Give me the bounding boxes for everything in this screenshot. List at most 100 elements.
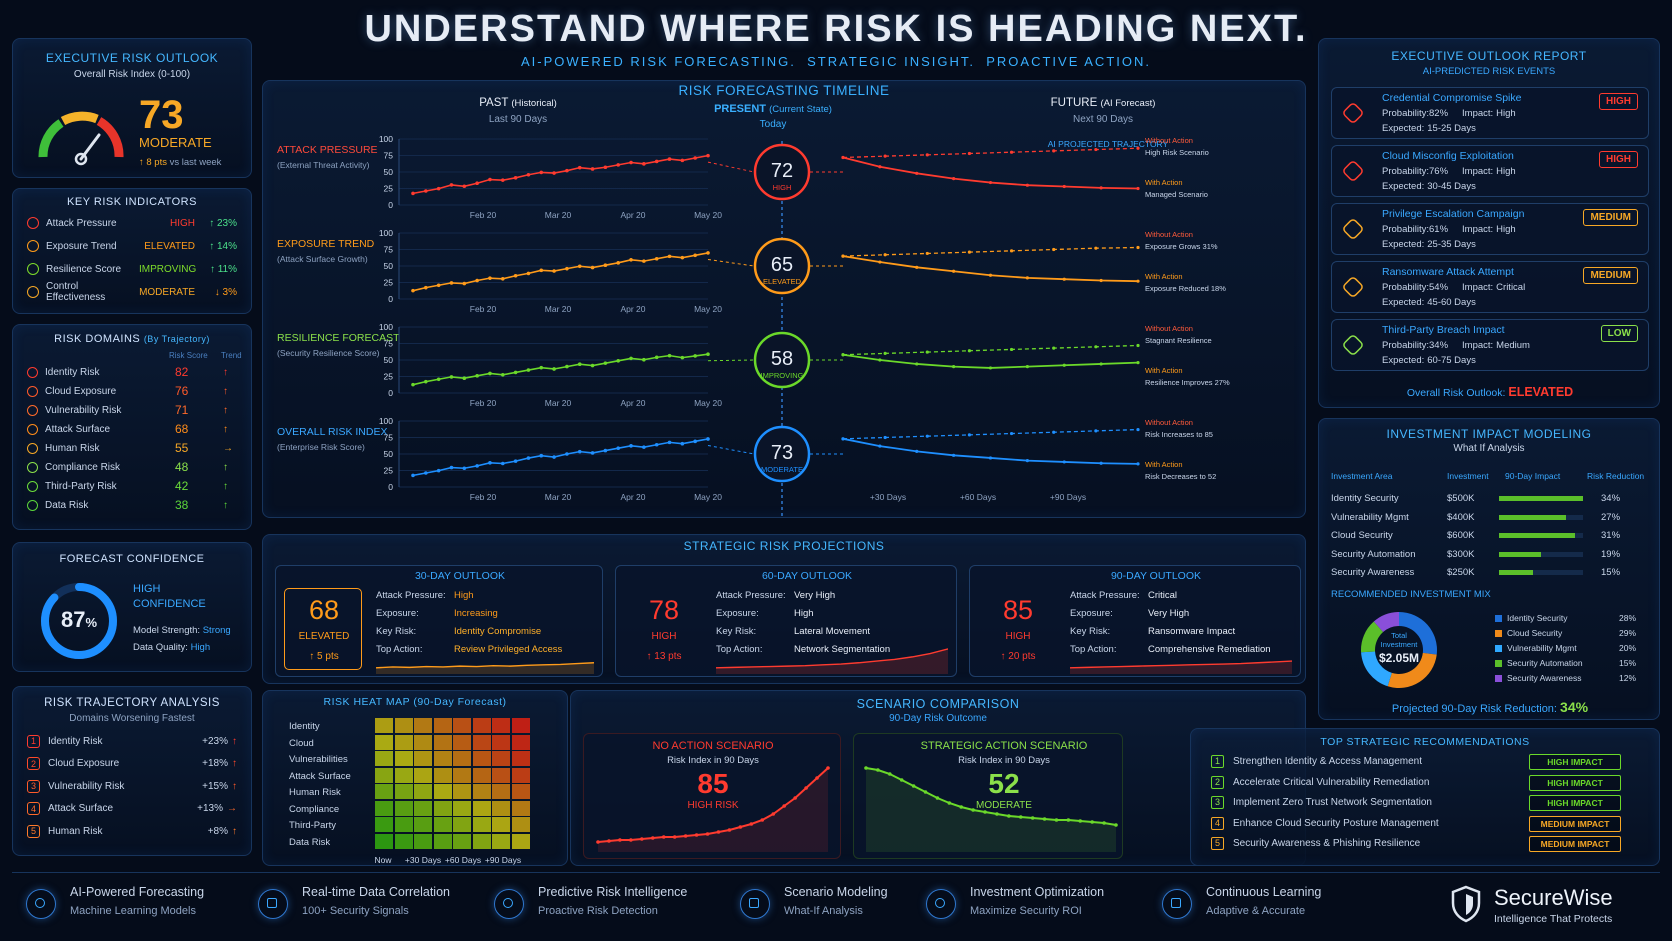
without-action-label: Without Action [1145, 324, 1193, 333]
scenario-point [1042, 817, 1047, 821]
heatmap-row-label: Data Risk [289, 836, 331, 848]
heatmap-cell [375, 800, 393, 816]
history-point [603, 361, 608, 365]
present-value-ring [753, 237, 811, 295]
kri-row: Resilience Score IMPROVING ↑ 11% [27, 259, 237, 279]
scenario-point [694, 833, 699, 837]
with-action-point [915, 171, 919, 175]
scenario-comparison-panel: SCENARIO COMPARISON 90-Day Risk Outcome … [570, 690, 1306, 866]
investment-area: Security Automation [1331, 548, 1416, 560]
without-action-point [1094, 147, 1098, 152]
confidence-title: FORECAST CONFIDENCE [59, 553, 205, 565]
history-point [475, 464, 479, 468]
risk-event-probability: Probability:54% Impact: Critical [1382, 282, 1525, 293]
heatmap-cell [414, 751, 432, 766]
timeline-charts: ATTACK PRESSURE (External Threat Activity… [277, 134, 1230, 519]
scenario-point [911, 784, 916, 788]
without-action-point [1052, 247, 1056, 252]
expected-label: Expected: [1382, 123, 1425, 134]
impact-label: Impact: [1462, 282, 1494, 293]
recommendation-label[interactable]: Implement Zero Trust Network Segmentatio… [1233, 797, 1432, 808]
history-point [436, 377, 441, 382]
risk-event-probability: Probability:76% Impact: High [1382, 166, 1516, 177]
risk-event-card[interactable]: Privilege Escalation Campaign Probability… [1331, 203, 1649, 255]
heatmap-cell [453, 784, 471, 799]
y-tick-label: 75 [384, 433, 394, 443]
overall-risk-level: MODERATE [139, 135, 212, 150]
trajectory-label: Identity Risk [48, 735, 103, 747]
history-point [488, 371, 492, 376]
kri-status: ELEVATED [144, 240, 195, 252]
history-point [411, 191, 415, 196]
impact-bar-fill [1499, 533, 1575, 538]
timeline-row-name: RESILIENCE FORECAST [277, 332, 400, 344]
donut-slice [1361, 621, 1384, 653]
with-action-point [878, 444, 882, 448]
probability-value: 76% [1429, 166, 1449, 177]
scenario-subtitle: 90-Day Risk Outcome [889, 713, 987, 724]
history-point [590, 363, 595, 368]
scenario-line [597, 767, 829, 843]
domain-label: Compliance Risk [45, 461, 121, 473]
risk-event-probability: Probability:61% Impact: High [1382, 224, 1516, 235]
heatmap-cell [375, 817, 393, 832]
projection-delta: ↑ 5 pts [309, 651, 339, 662]
recommendation-label[interactable]: Strengthen Identity & Access Management [1233, 756, 1422, 767]
overall-outlook: Overall Risk Outlook: ELEVATED [1319, 385, 1661, 399]
history-point [693, 439, 697, 444]
impact-badge: HIGH IMPACT [1529, 795, 1621, 811]
heatmap-cell [472, 767, 491, 783]
timeline-row-name: ATTACK PRESSURE [277, 144, 378, 156]
connector-line [707, 444, 755, 455]
scenario-title: SCENARIO COMPARISON [856, 697, 1020, 711]
projection-card: 30-DAY OUTLOOK 68 ELEVATED ↑ 5 pts Attack Pr… [275, 565, 603, 677]
risk-event-badge: LOW [1600, 325, 1638, 342]
risk-event-card[interactable]: Credential Compromise Spike Probability:8… [1331, 87, 1649, 139]
future-label: FUTURE [1050, 97, 1098, 109]
legend-label: Vulnerability Mgmt [1507, 643, 1577, 653]
probability-value: 82% [1429, 108, 1449, 119]
present-level: IMPROVING [761, 371, 804, 380]
brand-tagline: Intelligence That Protects [1494, 913, 1613, 925]
heatmap-cell [492, 817, 510, 832]
with-action-point [841, 155, 845, 160]
history-point [577, 165, 582, 170]
kri-change: ↑ 14% [209, 240, 237, 252]
x-tick-label: Feb 20 [470, 210, 497, 220]
heatmap-cell [433, 767, 452, 783]
kri-label: Resilience Score [46, 263, 122, 275]
scenario-point [1078, 819, 1083, 823]
recommendation-label[interactable]: Security Awareness & Phishing Resilience [1233, 838, 1421, 849]
heatmap-cell [511, 817, 530, 832]
no-action-level: HIGH RISK [687, 800, 739, 811]
recommendation-label[interactable]: Accelerate Critical Vulnerability Remedi… [1233, 776, 1430, 788]
risk-event-badge: HIGH [1599, 151, 1638, 168]
risk-event-card[interactable]: Cloud Misconfig Exploitation Probability:… [1331, 145, 1649, 197]
kri-change: ↑ 11% [209, 263, 237, 275]
kri-label: Control Effectiveness [46, 281, 106, 303]
without-action-sub: High Risk Scenario [1145, 148, 1209, 157]
trajectory-arrow-icon: → [227, 803, 237, 814]
history-point [488, 461, 492, 465]
executive-risk-outlook-panel: EXECUTIVE RISK OUTLOOK Overall Risk Inde… [12, 38, 252, 178]
action-title: STRATEGIC ACTION SCENARIO [920, 740, 1088, 752]
risk-event-card[interactable]: Third-Party Breach Impact Probability:34%… [1331, 319, 1649, 371]
history-point [616, 446, 621, 450]
history-point [577, 449, 582, 454]
without-action-point [967, 250, 972, 254]
recommendation-label[interactable]: Enhance Cloud Security Posture Managemen… [1233, 817, 1439, 829]
with-action-point [1136, 462, 1140, 466]
heatmap-cell [414, 784, 432, 799]
investment-amount: $250K [1447, 567, 1475, 578]
history-point [680, 355, 685, 360]
legend-swatch [1495, 675, 1502, 682]
domain-trend-icon: ↑ [223, 480, 228, 492]
with-action-sub: Managed Scenario [1145, 190, 1208, 199]
risk-event-card[interactable]: Ransomware Attack Attempt Probability:54%… [1331, 261, 1649, 313]
scenario-point [629, 838, 633, 842]
heatmap-row-label: Cloud [289, 737, 314, 749]
investment-col-header: Investment [1447, 471, 1489, 481]
with-action-point [952, 365, 956, 369]
history-point [603, 448, 608, 453]
risk-event-icon [1341, 101, 1365, 125]
